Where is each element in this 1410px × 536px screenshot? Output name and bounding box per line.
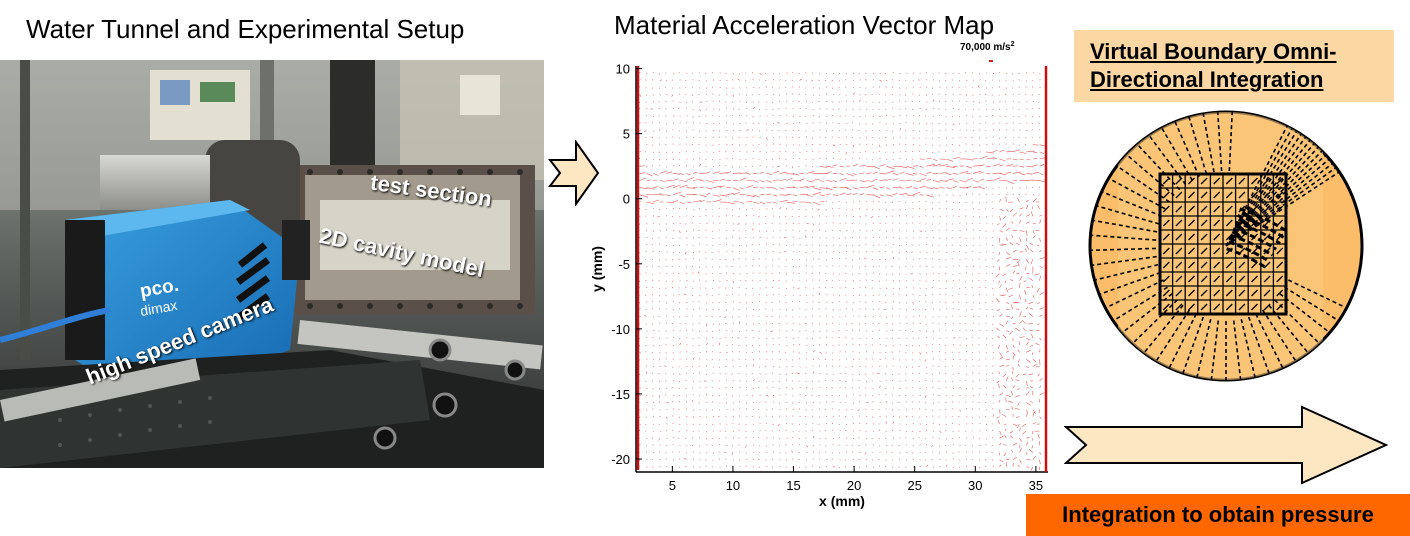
virtual-boundary-title-box [1074, 30, 1394, 102]
photo-panel-title: Water Tunnel and Experimental Setup [26, 14, 465, 44]
grid-lines [1160, 174, 1286, 314]
y-tick-label: -20 [611, 452, 630, 467]
setup-photo-illustration [0, 60, 544, 468]
pressure-grid [1160, 174, 1286, 314]
integration-ray-lines [1090, 112, 1362, 380]
x-tick-label: 30 [968, 478, 982, 493]
scale-reference-label: 70,000 m/s2 [960, 41, 1015, 53]
virtual-boundary-title: Virtual Boundary Omni- Directional Integ… [1090, 38, 1337, 94]
x-tick-label: 10 [726, 478, 740, 493]
vector-field [637, 71, 1046, 471]
vector-map-title: Material Acceleration Vector Map [614, 10, 995, 40]
flow-arrow-small [548, 140, 600, 206]
y-tick-label: -15 [611, 387, 630, 402]
x-axis-label: x (mm) [819, 493, 865, 509]
integration-paths [1090, 112, 1362, 380]
scale-reference-exponent: 2 [1011, 41, 1015, 48]
x-tick-label: 15 [786, 478, 800, 493]
acceleration-vector-chart: 70,000 m/s2 5 10 15 20 25 30 35 10 5 0 -5 -10 -15 -20… [589, 41, 1048, 509]
virtual-boundary-title-line2: Directional Integration [1090, 67, 1324, 92]
y-tick-label: -5 [618, 257, 630, 272]
y-tick-label: 0 [623, 192, 630, 207]
y-tick-label: 5 [623, 127, 630, 142]
y-tick-label: -10 [611, 322, 630, 337]
omni-directional-integration-diagram [1088, 110, 1364, 382]
virtual-boundary-rect [1158, 172, 1288, 316]
x-tick-label: 20 [847, 478, 861, 493]
x-tick-label: 35 [1029, 478, 1043, 493]
virtual-boundary-title-line1: Virtual Boundary Omni- [1090, 39, 1337, 64]
x-tick-label: 5 [669, 478, 676, 493]
y-axis-label: y (mm) [589, 246, 605, 292]
pressure-result-label: Integration to obtain pressure [1062, 502, 1374, 527]
pressure-result-box [1026, 494, 1410, 536]
scale-reference-value: 70,000 m/s [960, 42, 1011, 53]
y-tick-label: 10 [616, 62, 630, 77]
acceleration-vectors [637, 71, 1046, 471]
axis-ticks: 5 10 15 20 25 30 35 10 5 0 -5 -10 -15 -20 [611, 62, 1043, 493]
x-tick-label: 25 [907, 478, 921, 493]
flow-arrow-large [1064, 405, 1389, 485]
experimental-setup-photo: test section 2D cavity model high speed … [0, 60, 544, 468]
